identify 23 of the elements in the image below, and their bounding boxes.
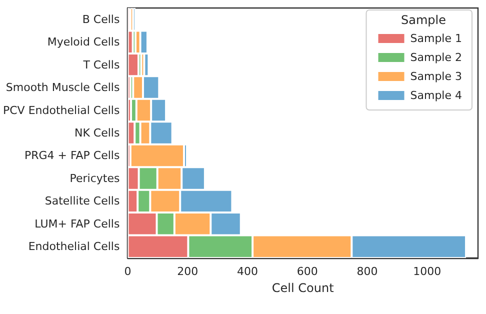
y-tick-label: Pericytes — [70, 172, 120, 185]
legend-title: Sample — [401, 13, 446, 27]
y-tick-label: Smooth Muscle Cells — [6, 81, 120, 94]
x-tick-label: 800 — [356, 265, 378, 278]
x-tick-label: 600 — [296, 265, 318, 278]
x-tick-label: 200 — [177, 265, 198, 278]
legend-label: Sample 2 — [410, 51, 462, 64]
y-tick-label: Satellite Cells — [44, 194, 120, 208]
legend-label: Sample 3 — [410, 70, 462, 83]
y-tick-label: Myeloid Cells — [47, 36, 120, 49]
x-tick-label: 0 — [124, 265, 132, 278]
y-tick-label: B Cells — [82, 12, 120, 26]
y-tick-label: NK Cells — [74, 126, 120, 140]
x-axis-title: Cell Count — [272, 280, 334, 295]
y-tick-label: LUM+ FAP Cells — [34, 217, 120, 230]
x-tick-label: 400 — [236, 265, 258, 278]
y-tick-label: Endothelial Cells — [28, 240, 120, 254]
y-tick-label: PRG4 + FAP Cells — [24, 149, 120, 162]
legend-label: Sample 1 — [410, 32, 462, 45]
legend-label: Sample 4 — [410, 89, 462, 102]
x-tick-label: 1000 — [413, 265, 442, 278]
y-tick-label: PCV Endothelial Cells — [2, 104, 120, 117]
y-tick-label: T Cells — [82, 58, 120, 72]
